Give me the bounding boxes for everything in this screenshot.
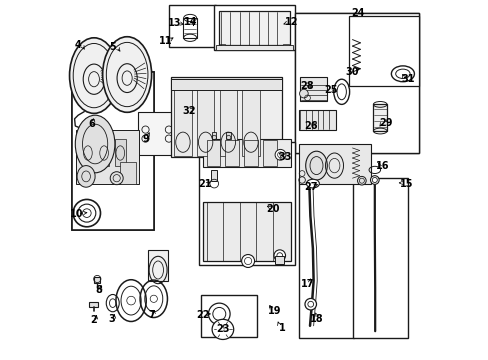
Text: 9: 9 [142,134,148,144]
Text: 30: 30 [345,67,358,77]
Bar [170,77,282,157]
Bar [72,72,154,230]
Bar [89,302,98,307]
Ellipse shape [73,199,101,227]
Bar [201,295,257,337]
Bar [212,132,216,139]
Text: 29: 29 [379,118,392,128]
Text: 12: 12 [284,17,298,27]
Text: 7: 7 [148,310,155,320]
Bar [348,16,418,86]
Bar [82,139,93,166]
Ellipse shape [102,37,151,112]
Ellipse shape [212,319,233,339]
Bar [298,110,336,130]
Ellipse shape [75,115,115,173]
Ellipse shape [305,151,326,180]
Bar [219,11,289,45]
Text: 19: 19 [268,306,281,316]
Bar [203,202,291,261]
Ellipse shape [333,79,349,104]
Text: 11: 11 [158,36,172,46]
Circle shape [273,250,285,261]
Bar [373,104,386,131]
Bar [275,256,284,264]
Text: 14: 14 [183,17,197,27]
Text: 1: 1 [278,323,285,333]
Bar [183,18,197,38]
Bar [219,87,237,156]
Ellipse shape [69,38,118,113]
Bar [76,130,139,184]
Text: 6: 6 [88,119,95,129]
Bar [215,45,292,50]
Bar [206,140,220,166]
Text: 16: 16 [376,161,389,171]
Bar [99,139,109,166]
Bar [138,112,174,155]
Bar [220,44,225,48]
Text: 3: 3 [108,314,115,324]
Text: 17: 17 [300,279,314,289]
Ellipse shape [208,303,230,325]
Text: 22: 22 [196,310,209,320]
Text: 23: 23 [216,324,229,334]
Bar [298,178,354,338]
Text: 8: 8 [95,285,102,295]
Bar [148,250,168,281]
Bar [174,87,191,156]
Bar [120,162,136,184]
Bar [300,77,326,101]
Bar [283,44,288,48]
Text: 24: 24 [350,8,364,18]
Text: 13: 13 [167,18,181,28]
Circle shape [110,172,123,185]
Text: 18: 18 [309,314,323,324]
Bar [72,72,154,230]
Text: 10: 10 [70,209,83,219]
Text: 28: 28 [299,81,313,91]
Text: 25: 25 [324,85,337,95]
Bar [203,139,291,167]
Bar [299,144,370,184]
Bar [242,87,259,156]
Text: 32: 32 [182,106,195,116]
Circle shape [275,149,285,160]
Text: 27: 27 [304,182,317,192]
Bar [226,132,230,139]
Bar [168,5,215,47]
Bar [263,140,276,166]
Bar [115,139,125,166]
Text: 5: 5 [109,42,116,52]
Bar [244,140,257,166]
Text: 33: 33 [278,152,291,162]
Circle shape [241,255,254,267]
Circle shape [370,176,378,184]
Ellipse shape [77,166,95,187]
Bar [225,140,239,166]
Ellipse shape [306,179,319,188]
Circle shape [299,89,307,98]
Text: 20: 20 [266,204,280,214]
Text: 15: 15 [399,179,412,189]
Bar [294,13,418,153]
Bar [199,142,294,265]
Bar [213,5,294,50]
Bar [211,170,217,181]
Text: 31: 31 [401,74,414,84]
Text: 26: 26 [304,121,317,131]
Bar [94,277,101,283]
Text: 2: 2 [90,315,97,325]
Bar [170,79,282,90]
Circle shape [357,176,366,185]
Bar [197,87,214,156]
Text: 4: 4 [75,40,81,50]
Circle shape [305,298,316,310]
Bar [352,178,407,338]
Text: 21: 21 [198,179,211,189]
Ellipse shape [390,66,413,82]
Bar [294,13,418,153]
